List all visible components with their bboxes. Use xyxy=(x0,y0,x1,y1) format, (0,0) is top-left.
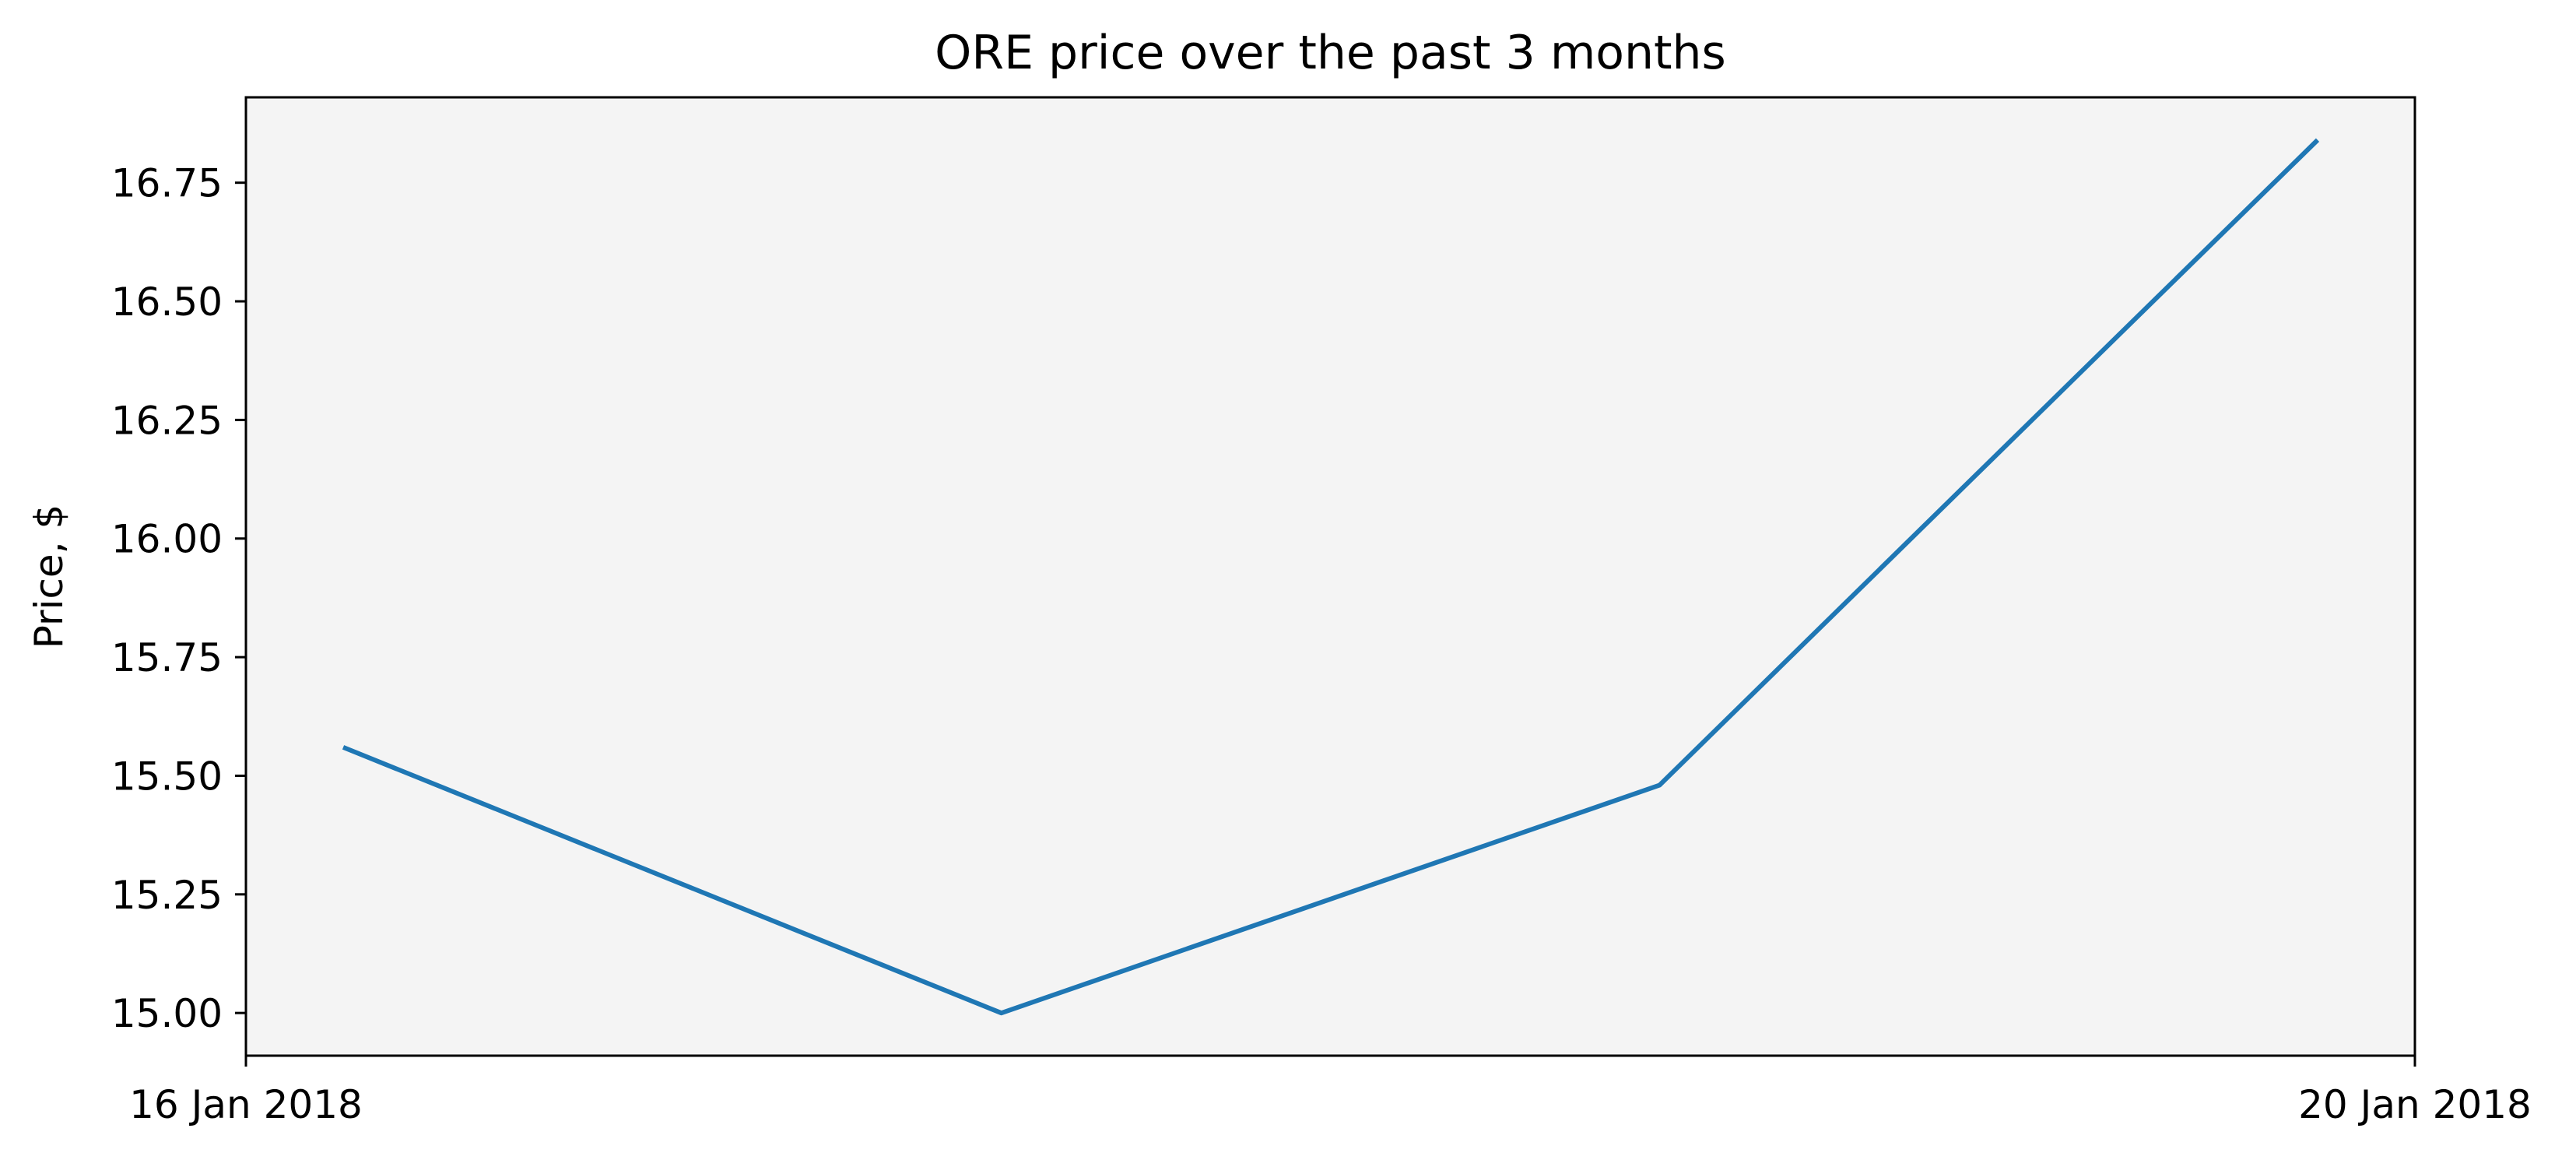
chart-title: ORE price over the past 3 months xyxy=(935,26,1726,80)
x-tick-label: 16 Jan 2018 xyxy=(129,1082,363,1127)
y-axis-label: Price, $ xyxy=(26,504,72,649)
plot-content xyxy=(342,138,2320,1016)
plot-background xyxy=(246,97,2415,1056)
y-tick-label: 16.25 xyxy=(111,398,223,443)
x-tick-label: 20 Jan 2018 xyxy=(2298,1082,2532,1127)
y-tick-label: 15.00 xyxy=(111,991,223,1036)
y-tick-label: 16.50 xyxy=(111,279,223,325)
y-tick-label: 16.00 xyxy=(111,517,223,562)
x-axis: 16 Jan 2018 20 Jan 2018 xyxy=(129,1056,2532,1127)
y-tick-label: 15.75 xyxy=(111,635,223,680)
y-axis: 15.00 15.25 15.50 15.75 16.00 16.25 16.50 16.75 xyxy=(111,161,246,1036)
y-tick-label: 15.25 xyxy=(111,873,223,918)
series-line-0 xyxy=(342,138,2320,1016)
y-tick-label: 16.75 xyxy=(111,161,223,206)
y-tick-label: 15.50 xyxy=(111,754,223,799)
plot-frame xyxy=(244,96,2416,1057)
